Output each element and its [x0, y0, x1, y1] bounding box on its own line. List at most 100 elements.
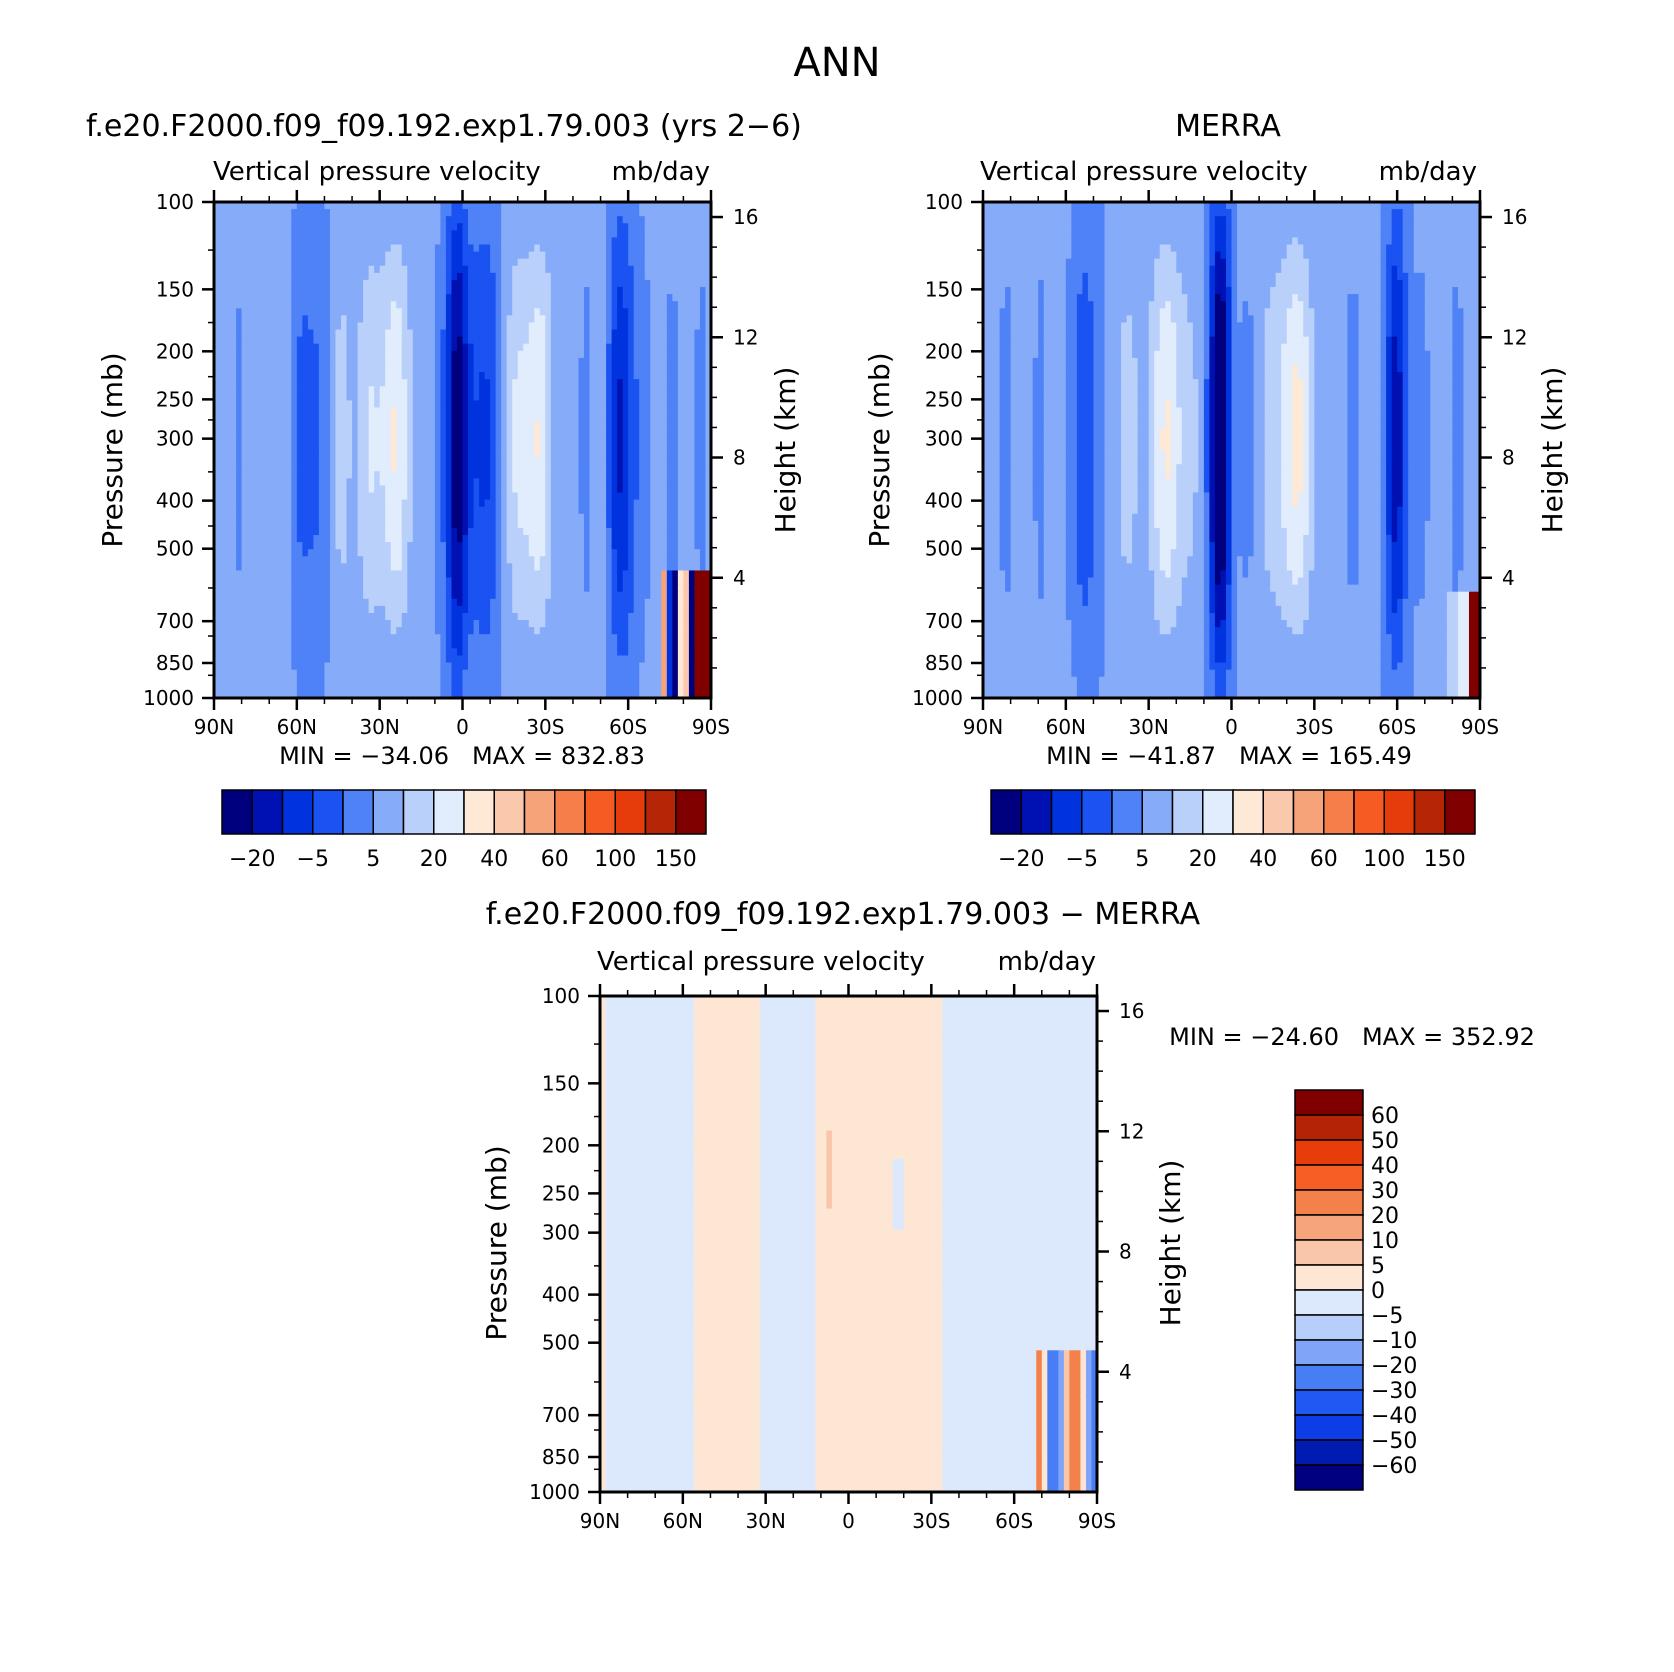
- heatmap-cell: [506, 287, 513, 295]
- heatmap-cell: [357, 386, 364, 394]
- heatmap-cell: [412, 308, 419, 316]
- heatmap-cell: [385, 322, 392, 331]
- heatmap-cell: [583, 428, 591, 437]
- heatmap-cell: [280, 478, 287, 487]
- heatmap-cell: [341, 386, 348, 394]
- heatmap-cell: [258, 435, 265, 444]
- heatmap-cell: [407, 223, 414, 231]
- heatmap-cell: [699, 209, 707, 217]
- heatmap-cell: [512, 386, 519, 394]
- heatmap-cell: [296, 308, 303, 316]
- heatmap-cell: [407, 343, 414, 352]
- heatmap-cell: [341, 577, 348, 586]
- heatmap-cell: [219, 237, 226, 246]
- heatmap-cell: [379, 216, 386, 224]
- heatmap-cell: [479, 485, 486, 494]
- heatmap-cell: [589, 442, 596, 451]
- heatmap-cell: [318, 209, 326, 217]
- heatmap-cell: [534, 251, 541, 260]
- heatmap-cell: [434, 386, 442, 394]
- heatmap-cell: [324, 584, 331, 593]
- heatmap-cell: [694, 287, 701, 295]
- heatmap-cell: [512, 485, 519, 494]
- heatmap-cell: [291, 364, 298, 373]
- heatmap-cell: [401, 577, 408, 586]
- heatmap-cell: [595, 499, 602, 508]
- heatmap-cell: [341, 294, 348, 302]
- heatmap-cell: [302, 287, 309, 295]
- heatmap-cell: [473, 577, 480, 586]
- heatmap-cell: [407, 506, 414, 515]
- heatmap-cell: [247, 329, 254, 338]
- heatmap-cell: [440, 450, 447, 458]
- heatmap-cell: [329, 485, 337, 494]
- heatmap-cell: [258, 216, 265, 224]
- heatmap-cell: [545, 400, 552, 409]
- heatmap-cell: [694, 230, 701, 239]
- heatmap-cell: [280, 322, 287, 331]
- heatmap-cell: [357, 379, 364, 387]
- heatmap-cell: [661, 485, 668, 494]
- heatmap-cell: [307, 343, 314, 352]
- heatmap-cell: [346, 265, 353, 274]
- heatmap-cell: [451, 577, 458, 586]
- heatmap-cell: [324, 563, 331, 572]
- heatmap-cell: [379, 428, 386, 437]
- heatmap-cell: [252, 520, 259, 529]
- heatmap-cell: [258, 407, 265, 416]
- heatmap-cell: [479, 251, 486, 260]
- heatmap-cell: [418, 400, 425, 409]
- heatmap-cell: [451, 209, 458, 217]
- heatmap-cell: [606, 563, 613, 572]
- heatmap-cell: [236, 485, 243, 494]
- heatmap-cell: [302, 542, 309, 550]
- heatmap-cell: [479, 202, 486, 210]
- heatmap-cell: [539, 457, 546, 465]
- heatmap-cell: [473, 506, 480, 515]
- heatmap-cell: [545, 520, 552, 529]
- heatmap-cell: [490, 301, 497, 309]
- heatmap-cell: [534, 357, 541, 366]
- heatmap-cell: [280, 237, 287, 246]
- heatmap-cell: [357, 535, 364, 543]
- heatmap-cell: [418, 506, 425, 515]
- heatmap-cell: [296, 223, 303, 231]
- heatmap-cell: [699, 535, 707, 543]
- heatmap-cell: [633, 343, 640, 352]
- heatmap-cell: [644, 428, 651, 437]
- heatmap-cell: [280, 450, 287, 458]
- heatmap-cell: [296, 230, 303, 239]
- heatmap-cell: [357, 301, 364, 309]
- heatmap-cell: [683, 563, 690, 572]
- heatmap-cell: [335, 457, 342, 465]
- heatmap-cell: [495, 435, 502, 444]
- heatmap-cell: [318, 421, 326, 430]
- heatmap-cell: [650, 393, 657, 401]
- heatmap-cell: [688, 527, 696, 536]
- heatmap-cell: [225, 499, 232, 508]
- heatmap-cell: [456, 584, 464, 593]
- heatmap-cell: [346, 485, 353, 494]
- heatmap-cell: [523, 322, 530, 331]
- heatmap-cell: [501, 329, 508, 338]
- heatmap-cell: [412, 294, 419, 302]
- heatmap-cell: [318, 499, 326, 508]
- heatmap-cell: [230, 244, 237, 253]
- heatmap-cell: [661, 442, 668, 451]
- heatmap-cell: [705, 230, 712, 239]
- heatmap-cell: [274, 428, 281, 437]
- heatmap-cell: [307, 272, 314, 281]
- heatmap-cell: [451, 287, 458, 295]
- heatmap-cell: [611, 364, 618, 373]
- heatmap-cell: [468, 407, 475, 416]
- heatmap-cell: [302, 350, 309, 359]
- heatmap-cell: [606, 442, 613, 451]
- heatmap-cell: [324, 308, 331, 316]
- heatmap-cell: [296, 513, 303, 522]
- heatmap-cell: [396, 357, 403, 366]
- heatmap-cell: [307, 372, 314, 380]
- heatmap-cell: [523, 230, 530, 239]
- heatmap-cell: [225, 287, 232, 295]
- heatmap-cell: [600, 450, 607, 458]
- heatmap-cell: [374, 492, 381, 501]
